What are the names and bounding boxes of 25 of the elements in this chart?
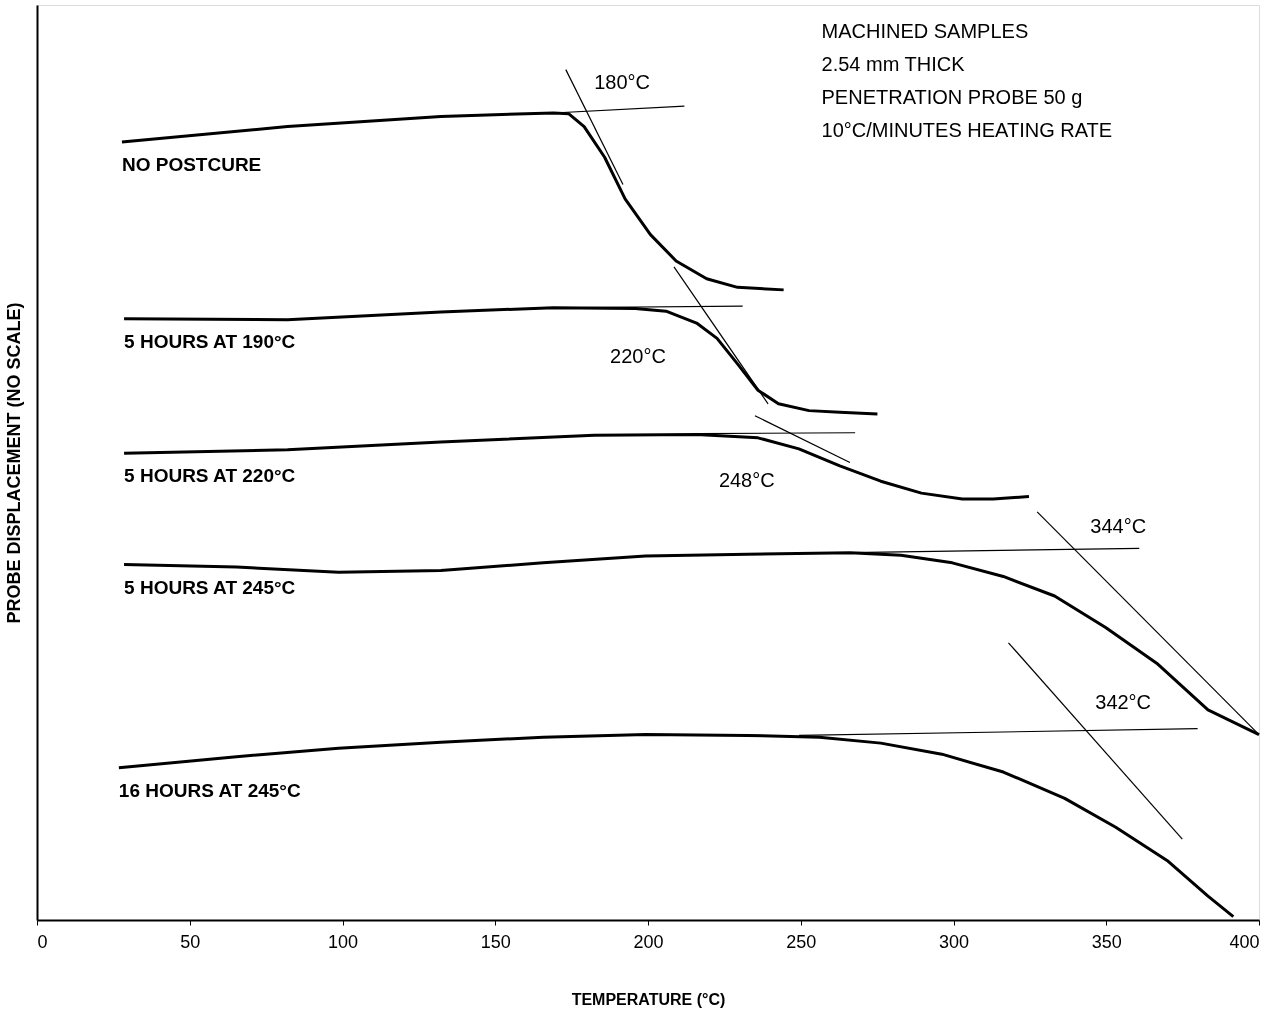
x-tick-label: 250 bbox=[786, 931, 817, 952]
text: MACHINED SAMPLES bbox=[821, 20, 1029, 43]
annotation: 248°C bbox=[718, 468, 775, 491]
x-tick-label: 100 bbox=[327, 931, 359, 952]
x-tick-label: 0 bbox=[37, 931, 48, 952]
x-tick-label: 50 bbox=[180, 931, 201, 952]
annotation: 10°C/MINUTES HEATING RATE bbox=[821, 119, 1113, 142]
annotation: 342°C bbox=[1095, 691, 1152, 714]
series-label: NO POSTCURE bbox=[121, 153, 262, 175]
y-axis-title: PROBE DISPLACEMENT (NO SCALE) bbox=[3, 302, 24, 624]
annotation: 180°C bbox=[594, 70, 651, 93]
series-label: 16 HOURS AT 245°C bbox=[118, 779, 301, 801]
series-label: 5 HOURS AT 190°C bbox=[124, 330, 296, 352]
annotation: 220°C bbox=[610, 345, 666, 368]
x-tick-label: 350 bbox=[1091, 931, 1122, 952]
annotation: 2.54 mm THICK bbox=[821, 53, 966, 76]
annotation: 344°C bbox=[1090, 514, 1147, 537]
x-axis-title: TEMPERATURE (°C) bbox=[571, 990, 726, 1008]
x-tick-label: 400 bbox=[1229, 931, 1260, 952]
x-tick-label: 300 bbox=[938, 931, 970, 952]
x-tick-label: 150 bbox=[480, 931, 511, 952]
annotation: PENETRATION PROBE 50 g bbox=[821, 86, 1083, 109]
x-tick-label: 200 bbox=[633, 931, 664, 952]
series-label: 5 HOURS AT 220°C bbox=[124, 465, 296, 487]
series-label: 5 HOURS AT 245°C bbox=[124, 576, 296, 598]
